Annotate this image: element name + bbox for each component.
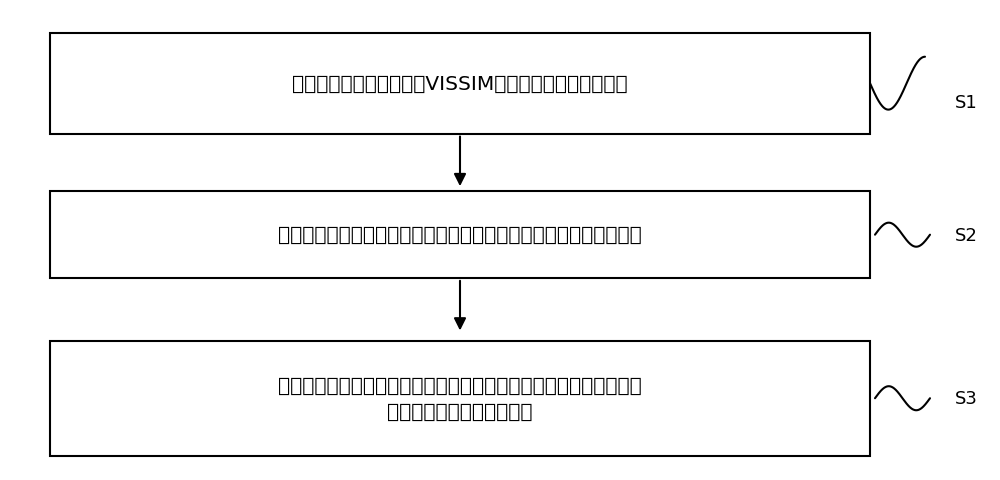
Bar bbox=[50, 192, 870, 278]
Text: S3: S3 bbox=[955, 389, 978, 408]
Text: 设置不同的出匝道比例、不同的主路单车道交通量和不同的换道空间: 设置不同的出匝道比例、不同的主路单车道交通量和不同的换道空间 bbox=[278, 226, 642, 245]
Bar bbox=[50, 34, 870, 134]
Text: S1: S1 bbox=[955, 94, 978, 112]
Text: 将确定好的建模参数输入VISSIM软件得到快速路仿真模型: 将确定好的建模参数输入VISSIM软件得到快速路仿真模型 bbox=[292, 74, 628, 94]
Text: 获取与每个出匝道比例对应的最佳换道空间，以及与每个主路单车道
交通量对应的最佳换道空间: 获取与每个出匝道比例对应的最佳换道空间，以及与每个主路单车道 交通量对应的最佳换… bbox=[278, 376, 642, 421]
Bar bbox=[50, 341, 870, 456]
Text: S2: S2 bbox=[955, 226, 978, 244]
